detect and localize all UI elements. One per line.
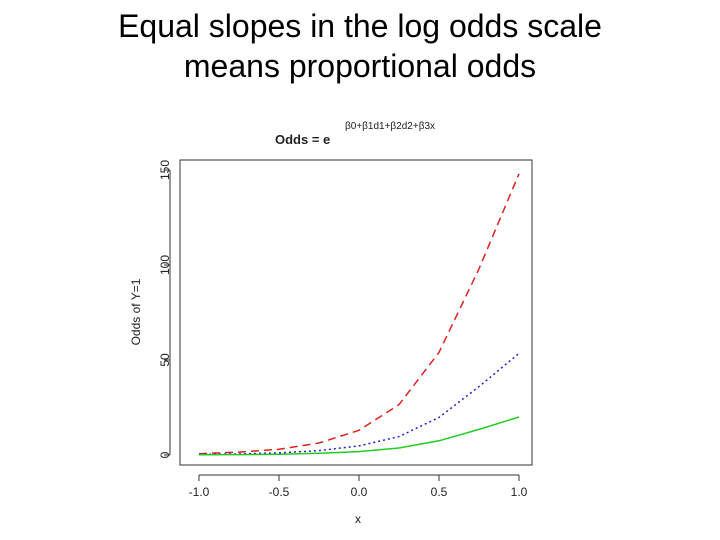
chart-title-exponent: β0+β1d1+β2d2+β3x [345, 121, 435, 132]
y-tick-label: 50 [158, 353, 172, 367]
series-group [198, 173, 520, 456]
y-axis: 0 50 100 150 [158, 160, 172, 459]
y-tick-label: 150 [158, 160, 172, 180]
plot-frame [179, 159, 533, 466]
y-tick-label: 100 [158, 255, 172, 275]
y-tick-label: 0 [158, 451, 172, 458]
x-tick-label: 1.0 [511, 485, 528, 499]
series-line-1 [198, 173, 520, 455]
x-axis-label: x [355, 512, 361, 526]
slide-title-line-1: Equal slopes in the log odds scale [118, 8, 602, 44]
series-line-3 [198, 416, 520, 456]
chart-title-base: Odds = e [275, 132, 330, 147]
x-axis: -1.0 -0.5 0.0 0.5 1.0 [189, 474, 528, 499]
x-tick-label: 0.5 [431, 485, 448, 499]
y-axis-label: Odds of Y=1 [129, 278, 143, 345]
x-tick-label: -0.5 [269, 485, 290, 499]
x-tick-label: -1.0 [189, 485, 210, 499]
x-tick-label: 0.0 [351, 485, 368, 499]
slide-title: Equal slopes in the log odds scale means… [0, 6, 720, 86]
series-line-2 [198, 352, 520, 456]
slide-title-line-2: means proportional odds [183, 48, 537, 84]
